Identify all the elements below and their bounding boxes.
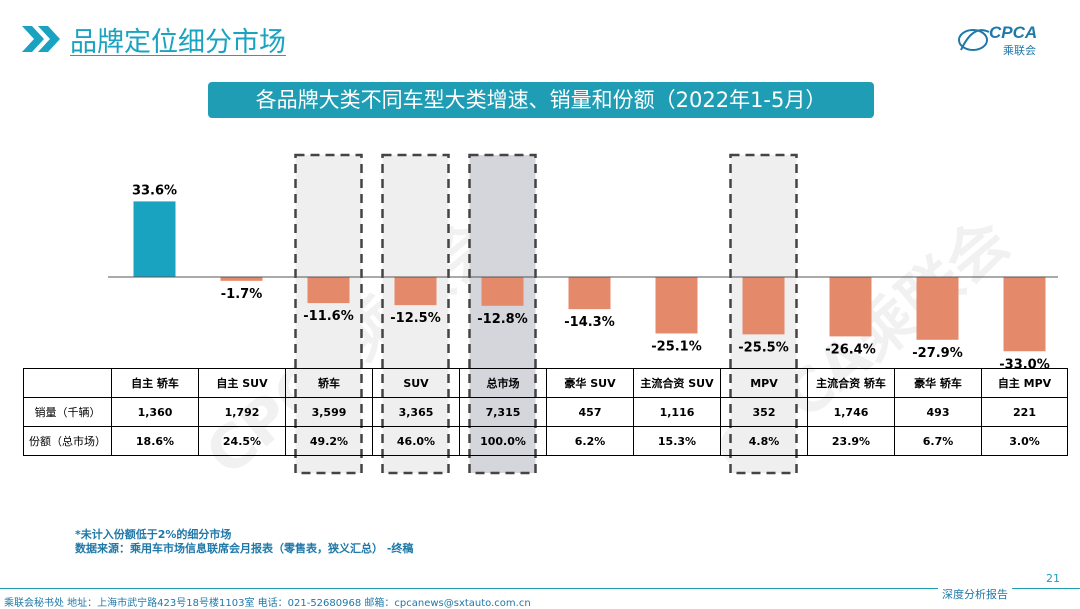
table-header-row: 自主 轿车 自主 SUV 轿车 SUV 总市场 豪华 SUV 主流合资 SUV MPV 主流合资… (23, 368, 1068, 398)
table-cell: 457 (546, 397, 634, 427)
bar (307, 277, 350, 304)
logo-subtext: 乘联会 (1003, 44, 1036, 57)
table-cell: 3,599 (285, 397, 373, 427)
data-table: 自主 轿车 自主 SUV 轿车 SUV 总市场 豪华 SUV 主流合资 SUV MPV 主流合资… (23, 368, 1068, 456)
data-label: -12.5% (390, 311, 441, 326)
table-cell: 18.6% (111, 426, 199, 456)
data-label: -25.1% (651, 339, 702, 354)
data-label: -11.6% (303, 309, 354, 324)
logo-text: CPCA (989, 23, 1037, 42)
tick-label: 豪华 SUV (546, 368, 634, 398)
table-cell: 46.0% (372, 426, 460, 456)
table-cell: 23.9% (807, 426, 895, 456)
table-cell: 15.3% (633, 426, 721, 456)
table-cell: 1,792 (198, 397, 286, 427)
table-corner-cell (23, 368, 112, 398)
tick-label: SUV (372, 368, 460, 398)
table-cell: 3.0% (981, 426, 1068, 456)
table-cell: 221 (981, 397, 1068, 427)
bar (1003, 277, 1046, 352)
bar (481, 277, 524, 306)
table-cell: 6.2% (546, 426, 634, 456)
footer-address: 乘联会秘书处 地址：上海市武宁路423号18号楼1103室 电话：021-526… (4, 598, 531, 609)
data-label: -12.8% (477, 312, 528, 327)
table-cell: 49.2% (285, 426, 373, 456)
bar (133, 201, 176, 277)
bar (916, 277, 959, 340)
data-label: -26.4% (825, 342, 876, 357)
tick-label: 自主 SUV (198, 368, 286, 398)
table-cell: 1,360 (111, 397, 199, 427)
table-cell: 6.7% (894, 426, 982, 456)
table-cell: 4.8% (720, 426, 808, 456)
data-label: -14.3% (564, 315, 615, 330)
tick-label: 自主 轿车 (111, 368, 199, 398)
footnote-source: 数据来源：乘用车市场信息联席会月报表（零售表，狭义汇总） -终稿 (75, 542, 414, 555)
bar (220, 277, 263, 281)
table-cell: 3,365 (372, 397, 460, 427)
table-cell: 100.0% (459, 426, 547, 456)
bar (568, 277, 611, 310)
footnote: *未计入份额低于2%的细分市场 数据来源：乘用车市场信息联席会月报表（零售表，狭… (75, 528, 413, 556)
data-label: 33.6% (132, 183, 177, 198)
tick-label: 总市场 (459, 368, 547, 398)
table-row: 份额（总市场） 18.6% 24.5% 49.2% 46.0% 100.0% 6.2% 15.… (23, 426, 1068, 456)
table-cell: 7,315 (459, 397, 547, 427)
table-row: 销量（千辆） 1,360 1,792 3,599 3,365 7,315 457 1,116 3… (23, 397, 1068, 427)
table-cell: 352 (720, 397, 808, 427)
tick-label: 轿车 (285, 368, 373, 398)
data-label: -25.5% (738, 340, 789, 355)
tick-label: 主流合资 轿车 (807, 368, 895, 398)
table-cell: 1,746 (807, 397, 895, 427)
tick-label: MPV (720, 368, 808, 398)
table-cell: 493 (894, 397, 982, 427)
data-label: -27.9% (912, 346, 963, 361)
table-cell: 1,116 (633, 397, 721, 427)
cpca-logo: CPCA 乘联会 (955, 20, 1055, 60)
row-label: 份额（总市场） (23, 426, 112, 456)
bar (394, 277, 437, 306)
footer-tag: 深度分析报告 (938, 586, 1012, 602)
tick-label: 豪华 轿车 (894, 368, 982, 398)
table-cell: 24.5% (198, 426, 286, 456)
bar (829, 277, 872, 337)
data-label: -1.7% (221, 287, 262, 302)
page-title: 品牌定位细分市场 (70, 27, 286, 58)
page-number: 21 (1046, 572, 1060, 585)
bar (655, 277, 698, 334)
bar (742, 277, 785, 335)
row-label: 销量（千辆） (23, 397, 112, 427)
chart-title: 各品牌大类不同车型大类增速、销量和份额（2022年1-5月） (208, 82, 874, 118)
footer-divider (0, 588, 1080, 589)
footnote-line: *未计入份额低于2%的细分市场 (75, 528, 232, 541)
tick-label: 自主 MPV (981, 368, 1068, 398)
tick-label: 主流合资 SUV (633, 368, 721, 398)
chevron-arrows-icon (22, 26, 60, 52)
